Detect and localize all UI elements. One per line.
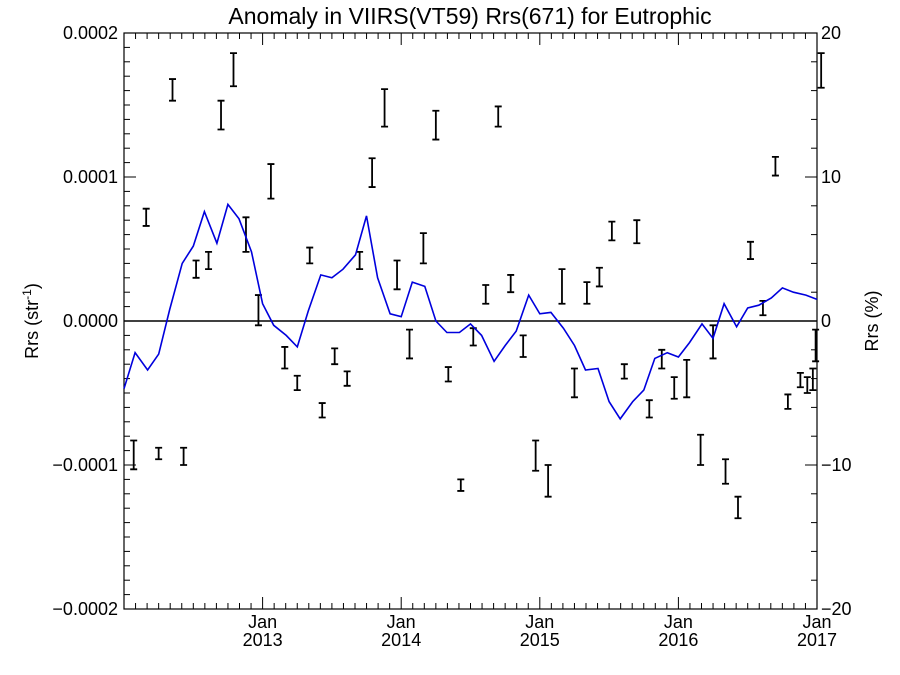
error-bar <box>771 155 779 177</box>
left-axis-label: Rrs (str-1) <box>20 283 42 359</box>
error-bar <box>444 366 452 383</box>
error-bar <box>356 250 364 271</box>
error-bar <box>469 327 477 347</box>
x-tick-month: Jan <box>525 612 554 632</box>
error-bar <box>697 433 705 466</box>
x-tick-month: Jan <box>387 612 416 632</box>
error-bar <box>318 402 326 419</box>
error-bar <box>658 348 666 370</box>
x-tick-year: 2017 <box>797 630 837 650</box>
error-bar <box>419 232 427 265</box>
error-bar <box>205 250 213 271</box>
series-line <box>123 202 818 421</box>
x-tick-year: 2016 <box>658 630 698 650</box>
right-tick-label: 10 <box>821 167 841 187</box>
error-bar <box>809 367 817 392</box>
error-bar <box>558 268 566 305</box>
x-tick-month: Jan <box>248 612 277 632</box>
error-bar-series <box>130 52 825 520</box>
error-bar <box>229 52 237 88</box>
error-bar <box>293 374 301 392</box>
error-bar <box>570 367 578 399</box>
left-tick-label: 0.0001 <box>63 167 118 187</box>
left-tick-label: 0.0002 <box>63 23 118 43</box>
error-bar <box>306 246 314 265</box>
error-bar <box>368 157 376 188</box>
error-bar <box>281 346 289 370</box>
error-bar <box>532 439 540 472</box>
error-bar <box>645 399 653 419</box>
error-bar <box>734 495 742 520</box>
right-tick-label: 20 <box>821 23 841 43</box>
error-bar <box>331 347 339 366</box>
error-bar <box>507 274 515 294</box>
error-bar <box>722 458 730 485</box>
error-bar <box>482 284 490 305</box>
error-bar <box>393 259 401 291</box>
left-tick-label: −0.0002 <box>52 599 118 619</box>
error-bar <box>267 163 275 200</box>
x-tick-year: 2013 <box>243 630 283 650</box>
error-bar <box>432 109 440 141</box>
error-bar <box>784 393 792 410</box>
x-tick-month: Jan <box>802 612 831 632</box>
error-bar <box>494 105 502 128</box>
error-bar <box>381 88 389 128</box>
percent-anomaly-series <box>123 202 818 421</box>
axis-ticks <box>123 32 818 610</box>
error-bar <box>217 99 225 131</box>
error-bar <box>812 328 820 363</box>
error-bar <box>406 328 414 360</box>
right-axis-label: Rrs (%) <box>862 291 882 352</box>
error-bar <box>180 446 188 466</box>
error-bar <box>544 464 552 498</box>
right-axis-tick-labels: 20 10 0 −10 −20 <box>821 23 852 619</box>
error-bar <box>583 281 591 305</box>
left-axis-tick-labels: 0.0002 0.0001 0.0000 −0.0001 −0.0002 <box>52 23 118 619</box>
error-bar <box>670 376 678 400</box>
error-bar <box>683 358 691 399</box>
error-bar <box>142 207 150 227</box>
error-bar <box>155 446 163 461</box>
error-bar <box>620 363 628 380</box>
error-bar <box>709 324 717 360</box>
error-bar <box>242 216 250 253</box>
error-bar <box>130 439 138 471</box>
error-bar <box>746 240 754 260</box>
error-bar <box>169 78 177 102</box>
error-bar <box>192 259 200 279</box>
x-tick-year: 2015 <box>520 630 560 650</box>
error-bar <box>817 52 825 89</box>
error-bar <box>457 478 465 492</box>
right-tick-label: −10 <box>821 455 852 475</box>
error-bar <box>519 334 527 358</box>
error-bar <box>796 371 804 389</box>
left-tick-label: −0.0001 <box>52 455 118 475</box>
x-tick-month: Jan <box>664 612 693 632</box>
error-bar <box>633 219 641 245</box>
error-bar <box>595 266 603 288</box>
x-tick-year: 2014 <box>381 630 421 650</box>
left-tick-label: 0.0000 <box>63 311 118 331</box>
chart-title: Anomaly in VIIRS(VT59) Rrs(671) for Eutr… <box>228 3 711 29</box>
error-bar <box>608 220 616 242</box>
error-bar <box>343 370 351 387</box>
right-tick-label: −20 <box>821 599 852 619</box>
right-tick-label: 0 <box>821 311 831 331</box>
error-bar <box>803 376 811 394</box>
